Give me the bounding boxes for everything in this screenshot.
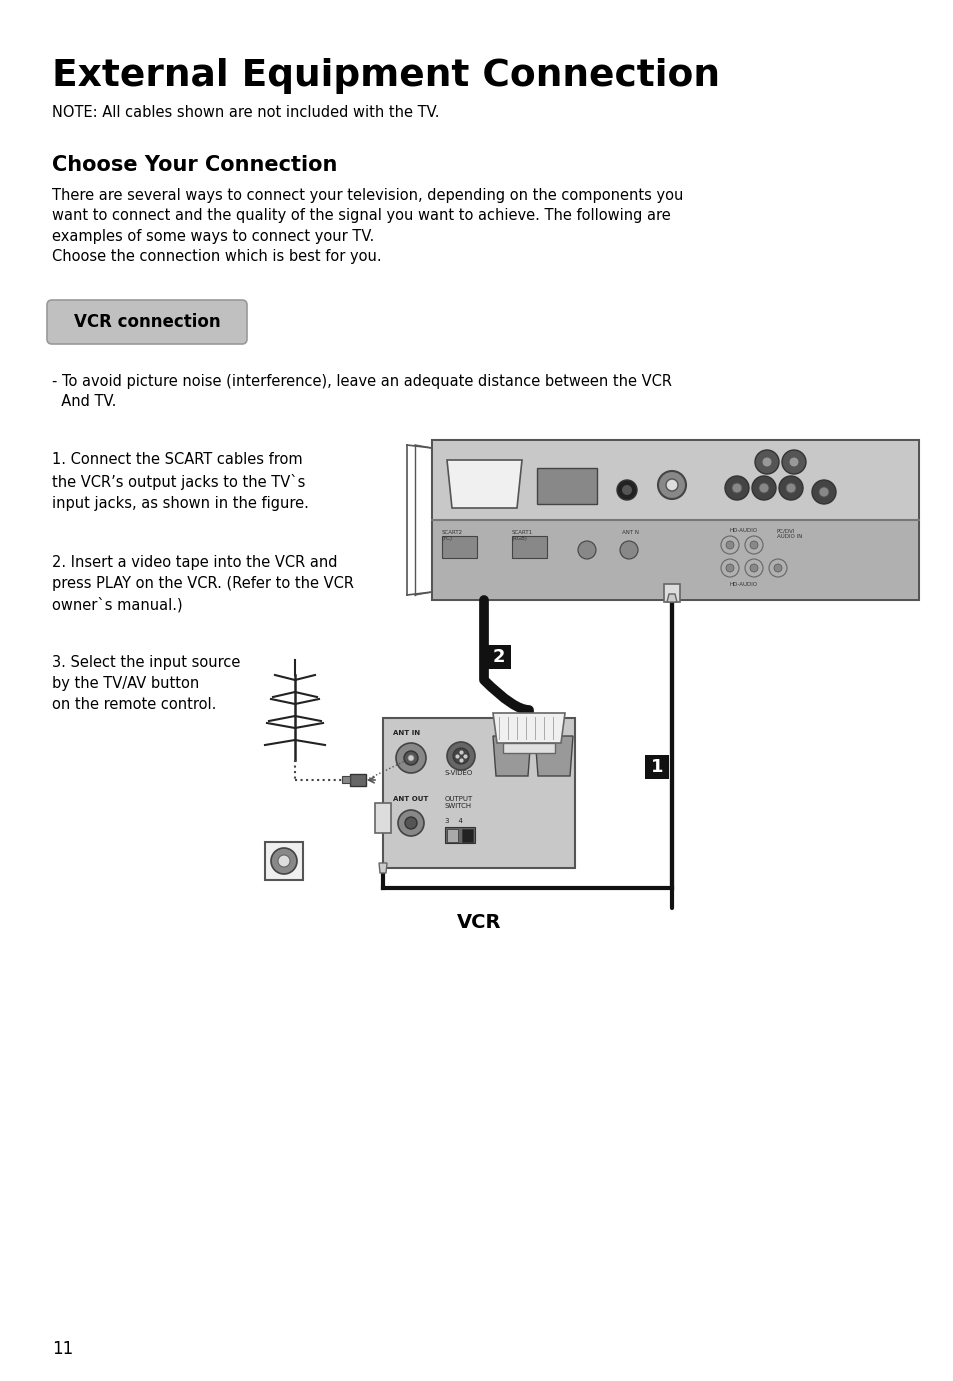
Circle shape <box>785 483 795 493</box>
Circle shape <box>658 471 685 499</box>
Text: HD-AUDIO: HD-AUDIO <box>729 528 758 533</box>
Bar <box>663 584 679 602</box>
Circle shape <box>277 855 290 867</box>
Circle shape <box>453 749 469 764</box>
Circle shape <box>744 559 762 577</box>
Circle shape <box>751 476 775 500</box>
Bar <box>461 829 473 842</box>
Circle shape <box>725 541 733 550</box>
Text: PC/DVI
AUDIO IN: PC/DVI AUDIO IN <box>776 528 801 539</box>
Text: 1: 1 <box>650 758 662 776</box>
Circle shape <box>619 541 638 559</box>
Circle shape <box>720 536 739 554</box>
Bar <box>350 773 366 786</box>
Polygon shape <box>493 713 564 743</box>
Circle shape <box>811 481 835 504</box>
Bar <box>382 718 575 869</box>
Polygon shape <box>378 863 387 873</box>
Circle shape <box>781 450 805 474</box>
Circle shape <box>749 563 758 572</box>
Text: ANT IN: ANT IN <box>393 731 419 736</box>
Circle shape <box>720 559 739 577</box>
Circle shape <box>617 481 637 500</box>
Bar <box>444 827 475 842</box>
Polygon shape <box>535 736 573 776</box>
Text: Choose Your Connection: Choose Your Connection <box>52 155 337 175</box>
Text: S-VIDEO: S-VIDEO <box>444 771 473 776</box>
Circle shape <box>788 457 799 467</box>
Text: 11: 11 <box>52 1340 73 1358</box>
Bar <box>341 776 350 783</box>
Text: 3. Select the input source
by the TV/AV button
on the remote control.: 3. Select the input source by the TV/AV … <box>52 655 240 713</box>
Bar <box>433 521 917 599</box>
Polygon shape <box>447 460 521 508</box>
Text: ANT OUT: ANT OUT <box>393 795 428 802</box>
Polygon shape <box>493 736 531 776</box>
Bar <box>502 743 555 753</box>
Circle shape <box>403 751 417 765</box>
Circle shape <box>397 811 423 836</box>
Text: 2. Insert a video tape into the VCR and
press PLAY on the VCR. (Refer to the VCR: 2. Insert a video tape into the VCR and … <box>52 555 354 613</box>
Circle shape <box>621 485 631 494</box>
Circle shape <box>665 479 678 492</box>
Text: ANT N: ANT N <box>621 530 639 534</box>
Bar <box>433 441 917 521</box>
Text: VCR connection: VCR connection <box>73 313 220 331</box>
Circle shape <box>447 742 475 771</box>
Bar <box>447 829 457 842</box>
Circle shape <box>779 476 802 500</box>
Bar <box>512 536 546 558</box>
Circle shape <box>768 559 786 577</box>
Bar <box>644 755 668 779</box>
Circle shape <box>818 487 828 497</box>
Text: SCART2
(YC): SCART2 (YC) <box>441 530 462 541</box>
Text: VCR: VCR <box>456 913 500 932</box>
Bar <box>486 645 511 668</box>
Circle shape <box>731 483 741 493</box>
Circle shape <box>578 541 596 559</box>
FancyBboxPatch shape <box>47 300 247 344</box>
Circle shape <box>759 483 768 493</box>
Text: 3    4: 3 4 <box>444 818 462 824</box>
Text: NOTE: All cables shown are not included with the TV.: NOTE: All cables shown are not included … <box>52 105 439 120</box>
Text: 2: 2 <box>493 648 505 666</box>
Text: HD-AUDIO: HD-AUDIO <box>729 581 758 587</box>
Circle shape <box>744 536 762 554</box>
Polygon shape <box>666 594 677 602</box>
Text: 1. Connect the SCART cables from
the VCR’s output jacks to the TV`s
input jacks,: 1. Connect the SCART cables from the VCR… <box>52 452 309 511</box>
Bar <box>441 536 476 558</box>
Circle shape <box>773 563 781 572</box>
Text: OUTPUT
SWITCH: OUTPUT SWITCH <box>444 795 473 809</box>
Circle shape <box>725 563 733 572</box>
Bar <box>432 441 918 599</box>
Circle shape <box>724 476 748 500</box>
Circle shape <box>754 450 779 474</box>
Circle shape <box>408 755 414 761</box>
Text: There are several ways to connect your television, depending on the components y: There are several ways to connect your t… <box>52 188 682 264</box>
Circle shape <box>395 743 426 773</box>
Circle shape <box>271 848 296 874</box>
Circle shape <box>761 457 771 467</box>
Bar <box>375 802 391 833</box>
Circle shape <box>405 818 416 829</box>
Text: - To avoid picture noise (interference), leave an adequate distance between the : - To avoid picture noise (interference),… <box>52 374 671 409</box>
Bar <box>537 468 597 504</box>
Text: External Equipment Connection: External Equipment Connection <box>52 58 720 94</box>
Text: SCART1
(RGB): SCART1 (RGB) <box>512 530 533 541</box>
Circle shape <box>749 541 758 550</box>
Bar <box>265 842 303 880</box>
